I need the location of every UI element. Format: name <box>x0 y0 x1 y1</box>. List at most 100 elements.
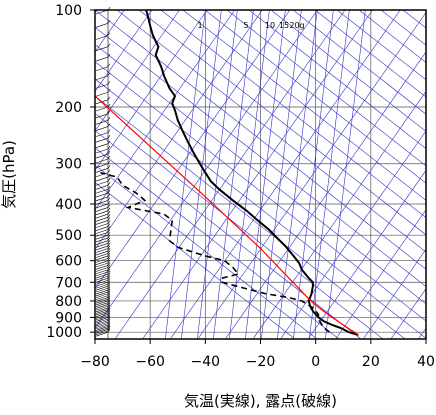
guide-line <box>5 10 235 339</box>
wind-barb <box>108 178 110 181</box>
wind-barb <box>96 57 108 61</box>
wind-barb <box>108 217 110 220</box>
wind-barb <box>96 261 108 265</box>
parcel-line <box>95 96 358 335</box>
guide-line <box>117 10 436 339</box>
wind-barb <box>96 265 108 269</box>
wind-barb <box>108 129 110 132</box>
wind-barb <box>96 144 108 148</box>
guide-line <box>261 10 301 339</box>
guide-line <box>0 10 339 339</box>
mixing-ratio-label: 20g <box>289 21 304 30</box>
wind-barb <box>108 182 110 185</box>
wind-barb <box>108 73 110 76</box>
wind-barb <box>96 159 108 163</box>
mixing-ratio-label: 5 <box>243 21 248 30</box>
wind-barb <box>96 164 108 168</box>
guide-line <box>170 10 400 339</box>
wind-barb <box>108 165 110 168</box>
x-tick-label: −60 <box>135 354 165 370</box>
wind-barb <box>96 207 108 211</box>
guide-line <box>143 10 373 339</box>
wind-barb <box>108 146 110 149</box>
guide-line <box>381 10 436 339</box>
wind-barb <box>108 117 110 120</box>
guide-line <box>73 10 436 339</box>
wind-barb <box>108 81 110 84</box>
mixing-ratio-label: 10 <box>265 21 275 30</box>
wind-barb <box>96 288 108 292</box>
wind-barb <box>96 290 108 294</box>
y-tick-label: 600 <box>55 254 82 270</box>
wind-barb <box>108 238 110 241</box>
wind-barb <box>108 44 110 47</box>
guide-line <box>271 10 436 339</box>
profile-series <box>95 10 358 335</box>
y-tick-label: 100 <box>55 3 82 19</box>
guide-line <box>0 10 180 339</box>
wind-barb <box>108 64 110 67</box>
wind-barb <box>96 211 108 215</box>
guide-line <box>197 10 237 339</box>
guide-line <box>325 10 365 339</box>
wind-barb <box>96 303 108 307</box>
guide-line <box>225 10 436 339</box>
wind-barb <box>96 301 108 305</box>
wind-barb <box>108 135 110 138</box>
x-tick-label: 40 <box>417 354 435 370</box>
wind-barb <box>108 201 110 204</box>
wind-barb <box>96 177 108 181</box>
y-tick-label: 700 <box>55 275 82 291</box>
mixing-ratio-label: 15 <box>279 21 289 30</box>
guide-line <box>115 10 345 339</box>
wind-barb <box>96 168 108 172</box>
guide-line <box>281 10 436 339</box>
wind-barb <box>96 36 108 40</box>
x-tick-label: 20 <box>362 354 380 370</box>
y-axis-title: 気圧(hPa) <box>0 140 18 209</box>
wind-barb <box>108 204 110 207</box>
y-tick-label: 1000 <box>46 325 82 341</box>
guide-line <box>315 10 436 339</box>
wind-barb <box>96 258 108 262</box>
wind-barb <box>96 274 108 278</box>
y-tick-label: 900 <box>55 310 82 326</box>
x-axis-title: 気温(実線), 露点(破線) <box>184 392 337 410</box>
x-tick-label: −40 <box>191 354 221 370</box>
y-tick-label: 500 <box>55 228 82 244</box>
wind-barb <box>96 23 108 27</box>
wind-barb <box>108 97 110 100</box>
y-tick-label: 400 <box>55 197 82 213</box>
mixing-ratio-label: 1 <box>197 21 202 30</box>
wind-barb <box>96 138 108 142</box>
y-tick-label: 300 <box>55 157 82 173</box>
wind-barb <box>108 194 110 197</box>
guide-line <box>165 10 205 339</box>
plot-frame <box>90 10 426 344</box>
wind-barb <box>96 181 108 185</box>
wind-barb <box>96 294 108 298</box>
wind-barb <box>108 170 110 173</box>
wind-barb <box>108 197 110 200</box>
wind-barb <box>96 149 108 153</box>
wind-barb <box>108 232 110 235</box>
wind-barb <box>108 221 110 224</box>
x-tick-label: −80 <box>80 354 110 370</box>
wind-barb <box>96 107 108 111</box>
x-tick-label: 0 <box>311 354 320 370</box>
guide-line <box>181 10 221 339</box>
wind-barb <box>96 268 108 272</box>
wind-barb <box>96 193 108 197</box>
wind-barb <box>96 254 108 258</box>
wind-barb <box>96 185 108 189</box>
guide-line <box>205 10 436 339</box>
wind-barb <box>108 214 110 217</box>
wind-barb <box>96 272 108 276</box>
wind-barb <box>96 263 108 267</box>
wind-barb <box>96 76 108 80</box>
wind-barb <box>96 286 108 290</box>
guide-line <box>213 10 253 339</box>
wind-barb <box>96 276 108 280</box>
